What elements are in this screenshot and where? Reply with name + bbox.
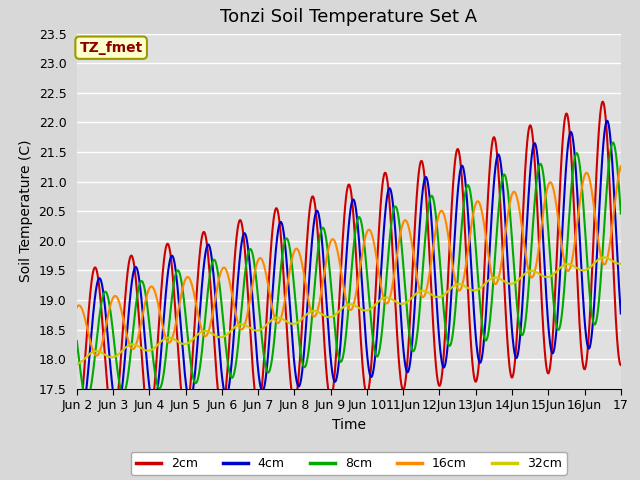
4cm — [225, 385, 232, 391]
4cm — [507, 313, 515, 319]
16cm — [93, 353, 100, 359]
8cm — [617, 211, 625, 216]
8cm — [73, 338, 81, 344]
2cm — [376, 208, 384, 214]
16cm — [507, 195, 515, 201]
Line: 4cm: 4cm — [77, 121, 621, 415]
16cm — [365, 227, 372, 233]
Text: TZ_fmet: TZ_fmet — [79, 41, 143, 55]
4cm — [584, 345, 592, 350]
2cm — [365, 388, 372, 394]
Line: 32cm: 32cm — [77, 257, 621, 364]
32cm — [569, 263, 577, 268]
32cm — [365, 307, 372, 313]
16cm — [584, 171, 592, 177]
8cm — [365, 290, 372, 296]
32cm — [617, 261, 625, 266]
8cm — [225, 366, 232, 372]
8cm — [376, 341, 384, 347]
Legend: 2cm, 4cm, 8cm, 16cm, 32cm: 2cm, 4cm, 8cm, 16cm, 32cm — [131, 452, 567, 475]
16cm — [569, 252, 577, 258]
8cm — [584, 271, 592, 276]
4cm — [617, 311, 625, 316]
Y-axis label: Soil Temperature (C): Soil Temperature (C) — [19, 140, 33, 282]
32cm — [225, 330, 232, 336]
Title: Tonzi Soil Temperature Set A: Tonzi Soil Temperature Set A — [220, 9, 477, 26]
X-axis label: Time: Time — [332, 418, 366, 432]
32cm — [376, 297, 384, 303]
2cm — [584, 346, 591, 351]
4cm — [569, 136, 577, 142]
Line: 8cm: 8cm — [77, 143, 621, 399]
4cm — [365, 365, 372, 371]
32cm — [600, 254, 608, 260]
8cm — [83, 396, 91, 402]
4cm — [73, 395, 81, 401]
2cm — [73, 424, 81, 430]
16cm — [617, 163, 625, 169]
Line: 2cm: 2cm — [77, 102, 621, 427]
Line: 16cm: 16cm — [77, 166, 621, 356]
32cm — [507, 281, 515, 287]
2cm — [225, 352, 232, 358]
8cm — [609, 140, 617, 145]
2cm — [599, 99, 607, 105]
32cm — [73, 361, 81, 367]
8cm — [507, 222, 515, 228]
4cm — [604, 118, 611, 124]
4cm — [77, 412, 85, 418]
32cm — [584, 266, 591, 272]
16cm — [376, 280, 384, 286]
16cm — [225, 275, 232, 281]
16cm — [73, 304, 81, 310]
2cm — [569, 178, 577, 184]
2cm — [617, 362, 625, 368]
4cm — [376, 279, 384, 285]
8cm — [569, 168, 577, 174]
2cm — [507, 372, 515, 377]
